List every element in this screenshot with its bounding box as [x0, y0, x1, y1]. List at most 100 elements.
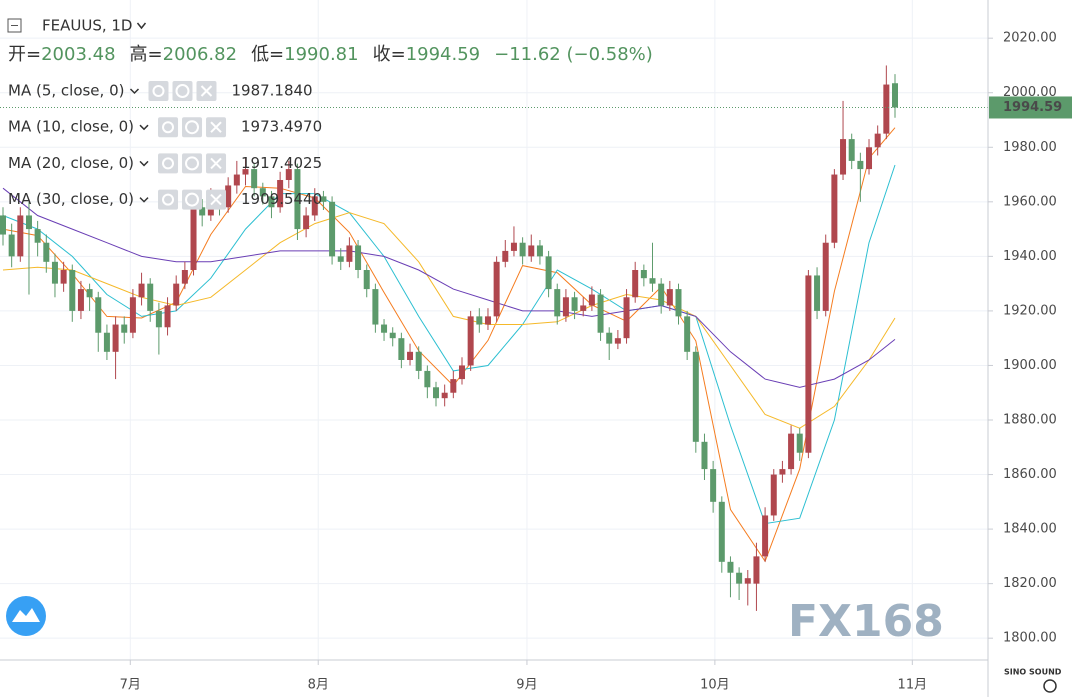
candle-body [25, 215, 32, 230]
legend-gear-button[interactable] [172, 81, 193, 101]
candle-body [545, 256, 552, 290]
candle-body [121, 324, 128, 333]
candle-body [190, 207, 197, 270]
legend-eye-button[interactable] [158, 189, 179, 210]
symbol-title: FEAUUS, 1D [42, 17, 132, 35]
legend-chevron[interactable] [129, 88, 140, 95]
legend-eye-glyph [162, 157, 175, 170]
candle-body [363, 270, 370, 290]
candle-body [450, 379, 457, 393]
candle-body [95, 297, 102, 333]
y-tick-label: 1860.00 [1003, 467, 1057, 482]
candle-body [147, 283, 154, 311]
collapse-icon[interactable] [7, 18, 22, 33]
candle-body [51, 261, 58, 284]
symbol-chevron[interactable] [136, 22, 147, 30]
candle-body [458, 365, 465, 380]
candle-body [822, 242, 829, 311]
candle-body [225, 185, 232, 208]
candle-body [268, 196, 275, 208]
candle-body [476, 316, 483, 325]
legend-chevron[interactable] [139, 124, 149, 131]
candle-body [8, 234, 15, 257]
candle-body [805, 275, 812, 453]
x-tick-label: 7月 [120, 678, 141, 693]
x-tick-label: 8月 [308, 678, 329, 693]
ma-line [2, 164, 896, 525]
y-tick-label: 1920.00 [1003, 303, 1057, 318]
legend-label: MA (5, close, 0) [8, 82, 124, 100]
candle-body [199, 207, 206, 216]
legend-chevron[interactable] [139, 160, 149, 167]
candle-body [649, 278, 656, 284]
y-tick-label: 2000.00 [1003, 85, 1057, 100]
candle-body [701, 441, 708, 470]
candle-body [103, 332, 110, 352]
candle-body [346, 245, 353, 262]
y-tick-label: 1900.00 [1003, 358, 1057, 373]
last-price-tag [989, 96, 1072, 119]
candle-body [112, 324, 119, 352]
legend-eye-button[interactable] [158, 153, 179, 174]
legend-gear-button[interactable] [182, 153, 203, 174]
candle-body [320, 196, 327, 202]
candle-body [34, 229, 41, 243]
candle-body [510, 242, 517, 251]
logo-mark [12, 608, 40, 622]
candle-body [372, 289, 379, 325]
candle-body [640, 270, 647, 279]
candle-body [173, 283, 180, 306]
legend-close-glyph [210, 193, 222, 206]
candle-body [337, 256, 344, 262]
candle-body [718, 501, 725, 562]
candle-body [17, 215, 24, 257]
legend-readout: 1909.5440 [241, 190, 322, 208]
candle-body [727, 561, 734, 573]
candle-body [259, 188, 266, 197]
candle-body [692, 351, 699, 442]
watermark: FX168 [788, 596, 944, 647]
candle-body [528, 245, 535, 257]
candle-body [840, 139, 847, 175]
candle-body [77, 289, 84, 311]
candle-body [606, 332, 613, 344]
legend-chevron[interactable] [139, 197, 149, 203]
candle-body [857, 160, 864, 170]
legend-eye-button[interactable] [158, 117, 179, 138]
candle-body [874, 133, 881, 148]
candle-body [138, 283, 145, 298]
candle-body [588, 294, 595, 306]
legend: MA (5, close, 0) 1987.1840 MA (10, close, … [8, 81, 322, 210]
candle-body [658, 283, 665, 306]
candle-body [814, 275, 821, 311]
settings-icon[interactable] [1043, 679, 1057, 693]
ohlc-label: 低= [251, 44, 284, 65]
legend-eye-button[interactable] [148, 81, 169, 101]
candle-body [251, 169, 258, 189]
ma-line [2, 187, 896, 388]
candle-body [424, 370, 431, 388]
candle-body [614, 338, 621, 344]
candle-body [433, 387, 440, 399]
candle-body [580, 305, 587, 311]
ohlc-label: 开= [8, 44, 41, 65]
candle-body [710, 469, 717, 502]
last-price-label: 1994.59 [1003, 100, 1062, 115]
legend-close-glyph [210, 121, 222, 133]
legend-readout: 1987.1840 [231, 82, 312, 100]
legend-gear-glyph [185, 156, 200, 171]
legend-eye-glyph [152, 85, 165, 97]
x-tick-label: 9月 [516, 678, 537, 693]
candle-body [0, 215, 6, 235]
y-tick-label: 1880.00 [1003, 413, 1057, 428]
candle-body [666, 289, 673, 306]
ohlc-value: 1990.81 [284, 44, 358, 65]
ohlc-label: 收= [373, 44, 406, 65]
legend-gear-button[interactable] [182, 189, 203, 210]
candle-body [788, 433, 795, 470]
candle-body [536, 245, 543, 257]
change: −11.62 (−0.58%) [494, 44, 653, 65]
ohlc-label: 高= [130, 44, 163, 65]
candle-body [770, 474, 777, 516]
legend-gear-button[interactable] [182, 117, 203, 138]
